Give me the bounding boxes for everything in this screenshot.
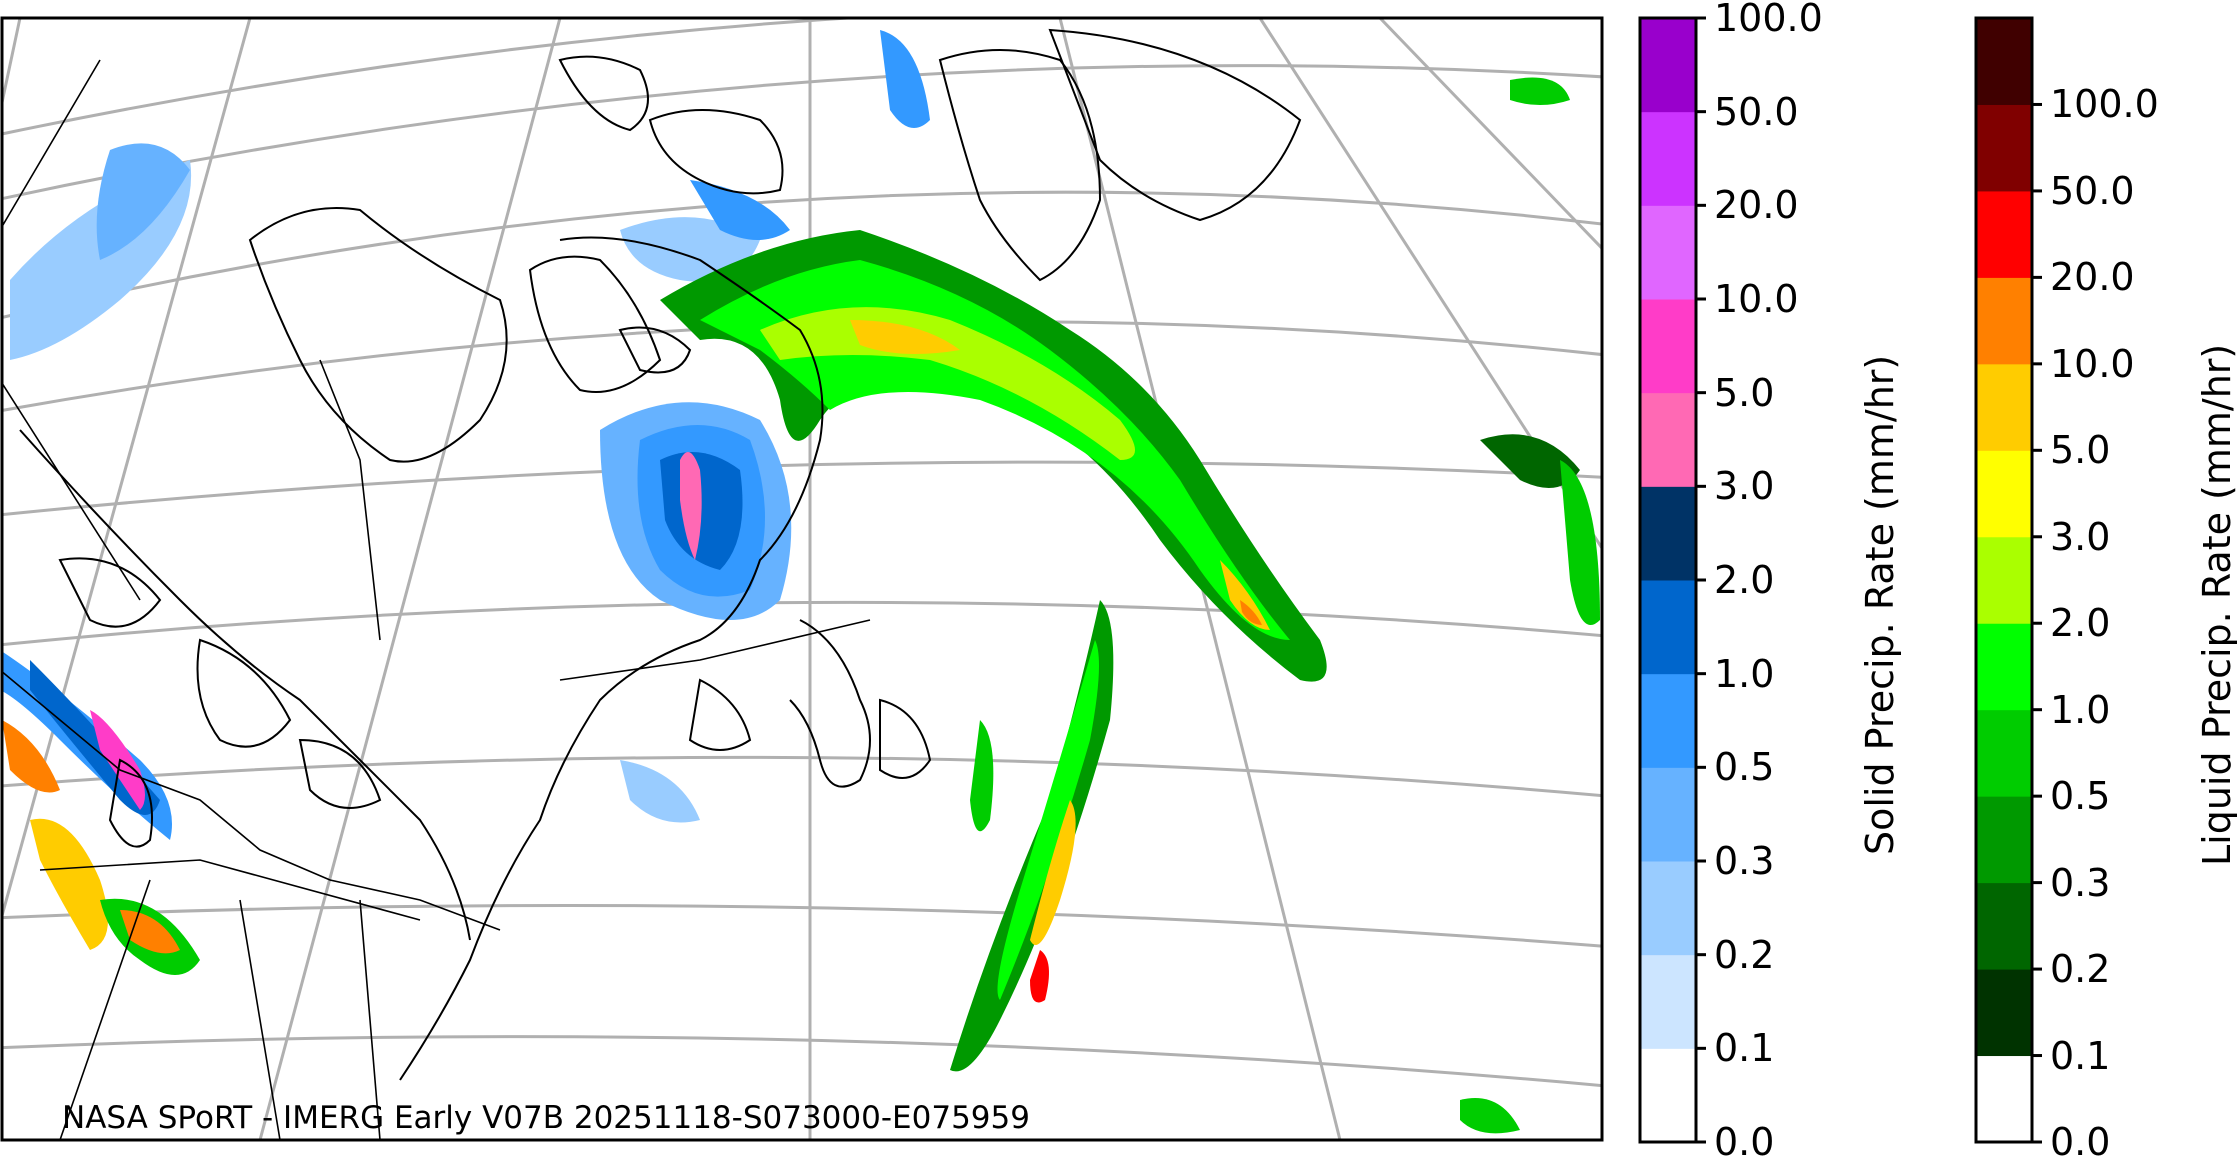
solid-colorbar [1638, 16, 1706, 1144]
solid-colorbar-color-segment [1640, 861, 1696, 956]
solid-colorbar-title: Solid Precip. Rate (mm/hr) [1858, 354, 1902, 855]
liquid-colorbar-color-segment [1976, 969, 2032, 1057]
liquid-colorbar-color-segment [1976, 623, 2032, 711]
solid-colorbar-color-segment [1640, 111, 1696, 206]
solid-colorbar-color-segment [1640, 1048, 1696, 1143]
liquid-colorbar-tick-label: 0.5 [2050, 774, 2111, 819]
solid-colorbar-tick-label: 5.0 [1714, 370, 1775, 415]
liquid-colorbar-color-segment [1976, 277, 2032, 365]
solid-colorbar-tick-label: 0.2 [1714, 932, 1775, 977]
solid-colorbar-tick-label: 1.0 [1714, 651, 1775, 696]
liquid-colorbar-tick-label: 5.0 [2050, 428, 2111, 473]
liquid-colorbar-color-segment [1976, 1055, 2032, 1143]
liquid-colorbar-tick-label: 0.3 [2050, 860, 2111, 905]
liquid-colorbar-tick-label: 0.2 [2050, 947, 2111, 992]
solid-colorbar-tick-label: 0.0 [1714, 1120, 1775, 1164]
solid-colorbar-tick-label: 0.3 [1714, 839, 1775, 883]
liquid-colorbar-tick-label: 20.0 [2050, 255, 2135, 300]
liquid-colorbar-color-segment [1976, 882, 2032, 970]
solid-colorbar-color-segment [1640, 580, 1696, 675]
liquid-colorbar-tick-label: 100.0 [2050, 82, 2159, 127]
solid-colorbar-color-segment [1640, 486, 1696, 581]
liquid-colorbar-tick-label: 10.0 [2050, 341, 2135, 386]
map-area [2, 18, 1602, 1140]
solid-colorbar-tick-label: 20.0 [1714, 183, 1799, 228]
liquid-colorbar-color-segment [1976, 363, 2032, 451]
liquid-colorbar-frame [1974, 16, 2034, 1144]
liquid-colorbar-tick-label: 0.1 [2050, 1033, 2111, 1078]
solid-colorbar-tick-label: 2.0 [1714, 558, 1775, 602]
liquid-colorbar-color-segment [1976, 18, 2032, 105]
solid-colorbar-color-segment [1640, 954, 1696, 1049]
solid-colorbar-color-segment [1640, 18, 1696, 113]
map-frame [0, 16, 1604, 1142]
solid-colorbar-tick-label: 0.5 [1714, 745, 1775, 790]
solid-colorbar-tick-label: 0.1 [1714, 1026, 1775, 1071]
solid-colorbar-color-segment [1640, 299, 1696, 394]
liquid-precip-areas [2, 77, 1600, 1134]
solid-colorbar-tick-label: 100.0 [1714, 0, 1823, 40]
liquid-colorbar-color-segment [1976, 190, 2032, 278]
solid-colorbar-tick-label: 10.0 [1714, 277, 1799, 321]
data-credit-text: NASA SPoRT - IMERG Early V07B 20251118-S… [62, 1100, 1030, 1136]
liquid-colorbar-color-segment [1976, 104, 2032, 192]
solid-colorbar-color-segment [1640, 673, 1696, 768]
liquid-colorbar-tick-label: 2.0 [2050, 601, 2111, 646]
liquid-colorbar-color-segment [1976, 450, 2032, 538]
liquid-colorbar-tick-label: 3.0 [2050, 514, 2111, 559]
liquid-colorbar [1974, 16, 2042, 1144]
graticule-lines [2, 18, 1602, 1140]
heavy-snow-band [90, 452, 702, 810]
political-borders [2, 59, 871, 1140]
liquid-colorbar-title: Liquid Precip. Rate (mm/hr) [2195, 343, 2237, 866]
solid-colorbar-color-segment [1640, 392, 1696, 487]
solid-colorbar-color-segment [1640, 767, 1696, 862]
liquid-colorbar-tick-label: 50.0 [2050, 168, 2135, 213]
solid-colorbar-tick-label: 50.0 [1714, 89, 1799, 134]
solid-colorbar-tick-label: 3.0 [1714, 464, 1775, 509]
liquid-colorbar-color-segment [1976, 709, 2032, 797]
liquid-colorbar-tick-label: 0.0 [2050, 1120, 2111, 1164]
liquid-colorbar-color-segment [1976, 796, 2032, 884]
liquid-colorbar-color-segment [1976, 536, 2032, 624]
coastlines [19, 28, 1302, 1081]
solid-colorbar-color-segment [1640, 205, 1696, 300]
liquid-colorbar-tick-label: 1.0 [2050, 687, 2111, 732]
